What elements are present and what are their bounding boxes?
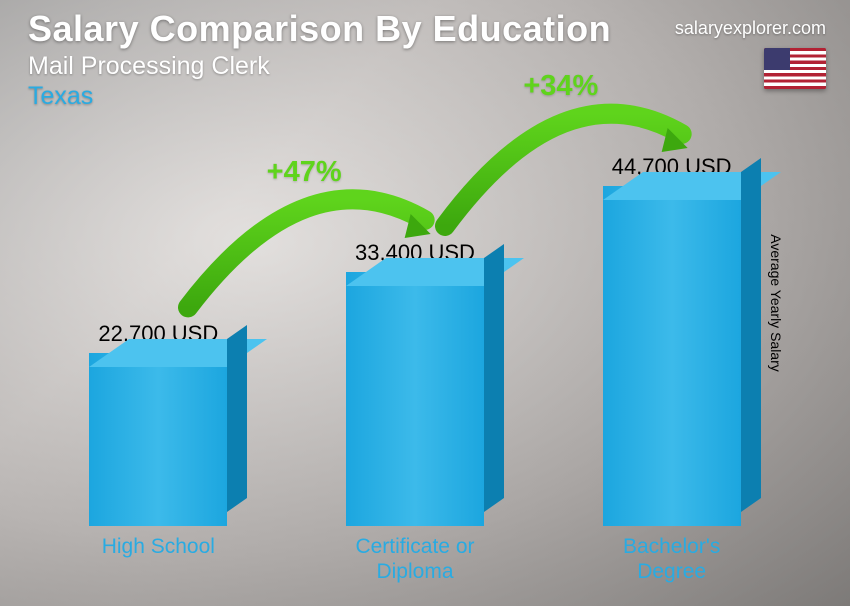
category-label-1: Certificate orDiploma (287, 530, 543, 586)
location-label: Texas (28, 82, 830, 111)
bar-0: 22,700 USD (30, 321, 286, 526)
bar-front-face (89, 353, 227, 526)
header: Salary Comparison By Education Mail Proc… (28, 8, 830, 111)
bar-side-face (227, 325, 247, 512)
y-axis-label: Average Yearly Salary (767, 234, 783, 372)
bar-side-face (741, 158, 761, 512)
increase-label-0: +47% (267, 156, 342, 189)
category-labels: High SchoolCertificate orDiplomaBachelor… (30, 530, 800, 586)
job-title: Mail Processing Clerk (28, 52, 830, 81)
category-label-2: Bachelor'sDegree (543, 530, 799, 586)
bar-side-face (484, 244, 504, 512)
category-label-0: High School (30, 530, 286, 586)
bar-shape (89, 353, 227, 526)
page-title: Salary Comparison By Education (28, 8, 830, 50)
